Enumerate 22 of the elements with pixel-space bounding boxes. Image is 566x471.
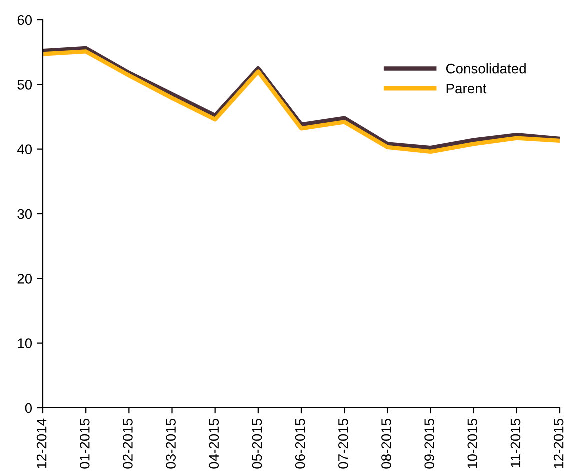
x-tick-label: 07-2015 xyxy=(338,418,348,469)
legend-label: Consolidated xyxy=(446,64,526,74)
x-tick-label: 04-2015 xyxy=(209,418,220,469)
x-tick-label: 06-2015 xyxy=(295,418,306,469)
x-tick-label: 12-2015 xyxy=(554,418,564,468)
x-tick-label: 11-2015 xyxy=(510,418,521,468)
y-tick-label: 30 xyxy=(18,209,32,220)
x-tick-label: 01-2015 xyxy=(80,418,90,469)
legend-label: Parent xyxy=(446,84,487,94)
x-tick-label: 05-2015 xyxy=(252,418,262,469)
x-tick-label: 12-2014 xyxy=(36,418,47,468)
y-tick-label: 20 xyxy=(18,274,32,284)
y-tick-label: 0 xyxy=(25,403,32,414)
y-tick-label: 60 xyxy=(18,15,32,26)
x-tick-label: 09-2015 xyxy=(424,418,434,469)
x-tick-label: 03-2015 xyxy=(166,418,176,469)
x-tick-label: 08-2015 xyxy=(382,418,392,469)
x-tick-label: 02-2015 xyxy=(123,418,133,469)
y-tick-label: 40 xyxy=(17,144,32,155)
y-tick-label: 10 xyxy=(18,338,32,349)
y-tick-label: 50 xyxy=(18,80,32,90)
x-tick-label: 10-2015 xyxy=(468,418,478,468)
